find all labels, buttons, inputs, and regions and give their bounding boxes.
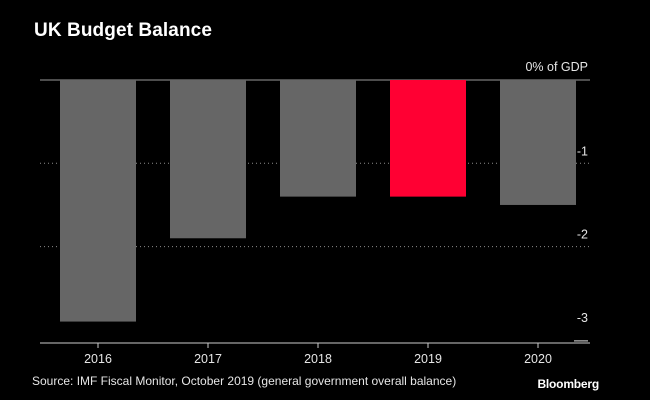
y-tick-label: -3: [577, 311, 588, 325]
bar-2018: [280, 80, 356, 197]
brand-logo: Bloomberg: [537, 377, 599, 391]
y-tick-label: -2: [577, 228, 588, 242]
bar-2020: [500, 80, 576, 205]
x-tick-label: 2016: [84, 352, 112, 366]
y-tick-label: 0% of GDP: [525, 60, 588, 74]
bar-2016: [60, 80, 136, 322]
bar-2017: [170, 80, 246, 239]
bars: [60, 80, 576, 322]
x-axis: 2016 2017 2018 2019 2020: [40, 342, 590, 366]
y-axis: 0% of GDP -1 -2 -3: [525, 60, 588, 342]
x-tick-label: 2019: [414, 352, 442, 366]
x-tick-label: 2017: [194, 352, 222, 366]
source-note: Source: IMF Fiscal Monitor, October 2019…: [32, 374, 457, 388]
y-tick-label: -1: [577, 144, 588, 158]
bar-2019: [390, 80, 466, 197]
chart-title: UK Budget Balance: [34, 20, 213, 41]
x-tick-label: 2020: [524, 352, 552, 366]
x-tick-label: 2018: [304, 352, 332, 366]
